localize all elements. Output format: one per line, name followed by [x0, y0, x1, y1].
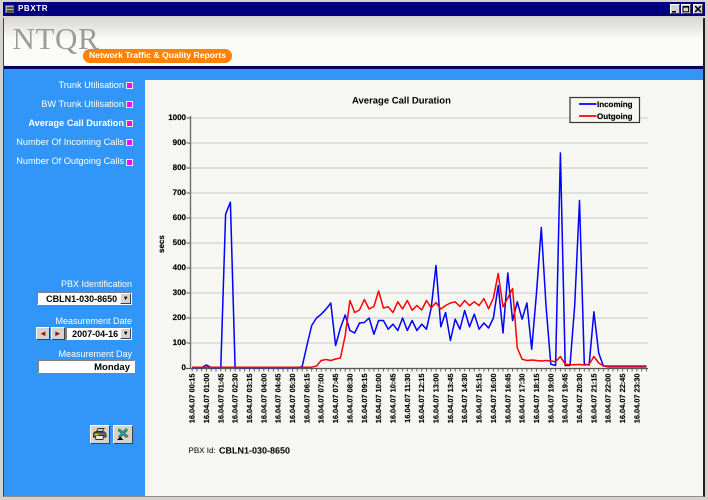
svg-text:16.04.07 16:00: 16.04.07 16:00	[489, 374, 498, 424]
svg-text:secs: secs	[157, 235, 166, 253]
svg-text:16.04.07 13:45: 16.04.07 13:45	[446, 374, 455, 424]
svg-text:16.04.07 03:15: 16.04.07 03:15	[245, 374, 254, 424]
svg-text:200: 200	[173, 313, 187, 322]
svg-text:CBLN1-030-8650: CBLN1-030-8650	[219, 446, 290, 456]
svg-text:400: 400	[173, 263, 187, 272]
svg-text:16.04.07 06:15: 16.04.07 06:15	[302, 374, 311, 424]
svg-text:16.04.07 22:00: 16.04.07 22:00	[604, 374, 613, 424]
svg-text:Outgoing: Outgoing	[597, 112, 633, 121]
svg-text:16.04.07 14:30: 16.04.07 14:30	[460, 374, 469, 424]
svg-text:16.04.07 20:30: 16.04.07 20:30	[575, 374, 584, 424]
svg-text:Incoming: Incoming	[597, 100, 633, 109]
svg-text:Average Call Duration: Average Call Duration	[352, 96, 451, 107]
svg-text:16.04.07 07:00: 16.04.07 07:00	[317, 374, 326, 424]
svg-text:16.04.07 10:00: 16.04.07 10:00	[374, 374, 383, 424]
svg-text:16.04.07 17:30: 16.04.07 17:30	[518, 374, 527, 424]
svg-text:700: 700	[173, 188, 187, 197]
svg-text:16.04.07 01:00: 16.04.07 01:00	[202, 374, 211, 424]
svg-text:300: 300	[173, 288, 187, 297]
svg-text:16.04.07 04:45: 16.04.07 04:45	[274, 374, 283, 424]
svg-text:800: 800	[173, 163, 187, 172]
svg-text:16.04.07 11:30: 16.04.07 11:30	[403, 374, 412, 423]
svg-text:100: 100	[173, 338, 187, 347]
svg-text:16.04.07 07:45: 16.04.07 07:45	[331, 374, 340, 424]
svg-text:16.04.07 19:45: 16.04.07 19:45	[561, 374, 570, 424]
svg-text:600: 600	[173, 213, 187, 222]
svg-text:16.04.07 08:30: 16.04.07 08:30	[345, 374, 354, 424]
svg-text:16.04.07 22:45: 16.04.07 22:45	[618, 374, 627, 424]
svg-text:500: 500	[173, 238, 187, 247]
svg-text:16.04.07 10:45: 16.04.07 10:45	[389, 374, 398, 424]
svg-text:16.04.07 23:30: 16.04.07 23:30	[632, 374, 641, 424]
svg-text:16.04.07 18:15: 16.04.07 18:15	[532, 374, 541, 424]
svg-text:16.04.07 19:00: 16.04.07 19:00	[546, 374, 555, 424]
svg-text:900: 900	[173, 138, 187, 147]
svg-text:1000: 1000	[168, 113, 186, 122]
svg-text:16.04.07 04:00: 16.04.07 04:00	[259, 374, 268, 424]
svg-text:16.04.07 05:30: 16.04.07 05:30	[288, 374, 297, 424]
svg-text:PBX Id:: PBX Id:	[189, 446, 216, 455]
svg-text:16.04.07 13:00: 16.04.07 13:00	[432, 374, 441, 424]
svg-text:16.04.07 16:45: 16.04.07 16:45	[503, 374, 512, 424]
svg-text:16.04.07 02:30: 16.04.07 02:30	[231, 374, 240, 424]
svg-text:16.04.07 01:45: 16.04.07 01:45	[216, 374, 225, 424]
svg-text:0: 0	[182, 363, 187, 372]
svg-text:16.04.07 12:15: 16.04.07 12:15	[417, 374, 426, 424]
svg-text:16.04.07 00:15: 16.04.07 00:15	[188, 374, 197, 424]
svg-text:16.04.07 09:15: 16.04.07 09:15	[360, 374, 369, 424]
svg-text:16.04.07 15:15: 16.04.07 15:15	[475, 374, 484, 424]
svg-text:16.04.07 21:15: 16.04.07 21:15	[589, 374, 598, 424]
